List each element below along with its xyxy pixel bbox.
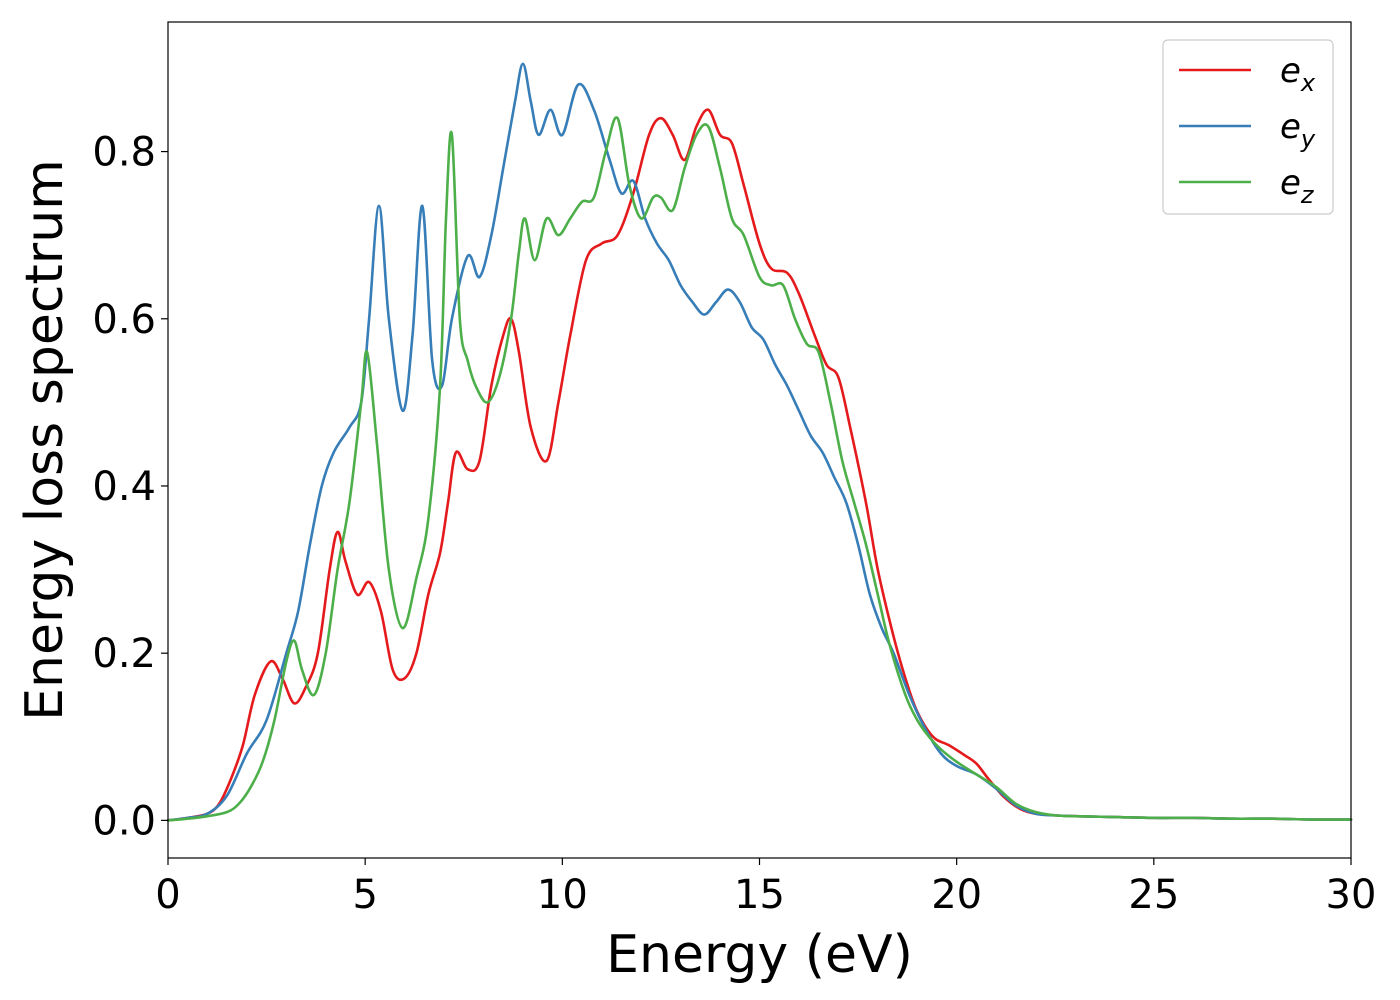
legend-entry-ez: ez bbox=[1280, 163, 1315, 209]
y-tick-label: 0.8 bbox=[92, 130, 156, 176]
x-tick-label: 0 bbox=[155, 872, 180, 918]
legend-entry-ex: ex bbox=[1280, 51, 1316, 97]
x-tick-label: 15 bbox=[734, 872, 785, 918]
series-line-ex bbox=[166, 108, 1353, 822]
x-tick-label: 20 bbox=[931, 872, 982, 918]
series-line-ez bbox=[166, 116, 1353, 822]
legend: ex ey ez bbox=[1162, 39, 1334, 215]
y-axis-label: Energy loss spectrum bbox=[15, 159, 75, 721]
y-tick-label: 0.0 bbox=[92, 798, 156, 844]
x-tick-label: 25 bbox=[1128, 872, 1179, 918]
x-tick-label: 10 bbox=[537, 872, 588, 918]
x-tick-label: 30 bbox=[1326, 872, 1377, 918]
x-tick-label: 5 bbox=[352, 872, 377, 918]
legend-entry-ey: ey bbox=[1280, 107, 1316, 153]
series-layer bbox=[166, 62, 1353, 822]
ticks-layer: 0 5 10 15 20 25 30 0.0 0.2 0.4 0.6 0.8 bbox=[92, 130, 1376, 918]
y-tick-label: 0.2 bbox=[92, 631, 156, 677]
y-tick-label: 0.6 bbox=[92, 297, 156, 343]
y-tick-label: 0.4 bbox=[92, 464, 156, 510]
x-axis-label: Energy (eV) bbox=[606, 925, 913, 985]
